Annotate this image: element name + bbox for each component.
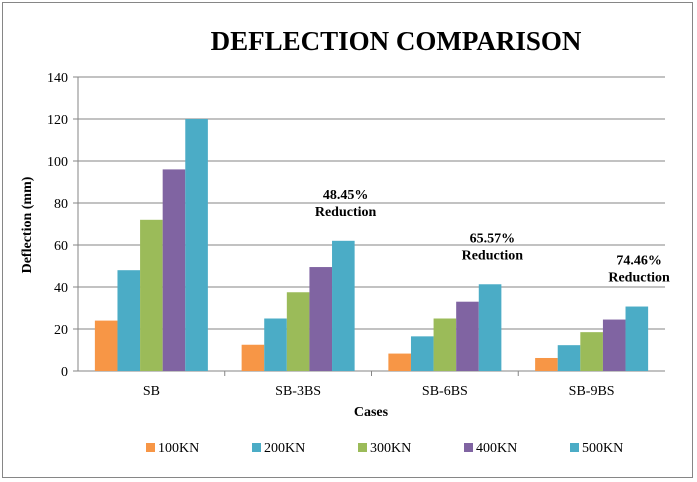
legend-label-400KN: 400KN — [476, 441, 517, 456]
annotation-percent-0: 48.45% — [323, 188, 369, 203]
bar-SB-3BS-400KN — [309, 267, 333, 371]
legend: 100KN 200KN 300KN 400KN 500KN — [146, 441, 623, 456]
x-tick-label-SB-3BS: SB-3BS — [275, 384, 321, 399]
bar-SB-6BS-300KN — [433, 318, 457, 371]
bar-SB-400KN — [162, 169, 186, 371]
y-tick-label-3: 60 — [54, 239, 68, 254]
y-tick-label-1: 20 — [54, 323, 68, 338]
annotation-label-0: Reduction — [315, 205, 377, 220]
legend-swatch-100KN — [146, 443, 155, 452]
legend-label-200KN: 200KN — [264, 441, 305, 456]
y-tick-label-5: 100 — [47, 155, 68, 170]
y-tick-label-2: 40 — [54, 281, 68, 296]
x-tick-label-SB: SB — [143, 384, 160, 399]
legend-label-300KN: 300KN — [370, 441, 411, 456]
legend-swatch-400KN — [464, 443, 473, 452]
annotation-label-1: Reduction — [462, 248, 524, 263]
annotation-label-2: Reduction — [608, 271, 670, 286]
bar-SB-9BS-400KN — [602, 319, 626, 371]
legend-swatch-300KN — [358, 443, 367, 452]
y-tick-labels: 0 20 40 60 80 100 120 140 — [47, 71, 68, 380]
y-tick-label-0: 0 — [61, 365, 68, 380]
bar-SB-9BS-100KN — [535, 357, 558, 371]
y-tick-label-4: 80 — [54, 197, 68, 212]
y-tick-label-7: 140 — [47, 71, 68, 86]
legend-label-500KN: 500KN — [582, 441, 623, 456]
bar-SB-6BS-100KN — [388, 353, 411, 371]
x-tick-labels: SB SB-3BS SB-6BS SB-9BS — [143, 384, 615, 399]
chart-title: DEFLECTION COMPARISON — [211, 26, 582, 56]
legend-label-100KN: 100KN — [158, 441, 199, 456]
bar-SB-3BS-300KN — [286, 292, 310, 371]
bar-SB-6BS-400KN — [456, 301, 479, 371]
bar-SB-300KN — [140, 219, 163, 371]
bar-SB-9BS-200KN — [557, 345, 581, 371]
y-tick-label-6: 120 — [47, 113, 68, 128]
x-axis-label: Cases — [354, 405, 389, 420]
bar-SB-200KN — [117, 270, 141, 371]
chart-frame — [2, 2, 693, 478]
bar-SB-9BS-500KN — [625, 306, 649, 371]
x-tick-label-SB-9BS: SB-9BS — [569, 384, 615, 399]
y-axis-label: Deflection (mm) — [20, 176, 35, 273]
bars — [94, 119, 649, 371]
bar-SB-100KN — [94, 320, 118, 371]
annotation-percent-2: 74.46% — [616, 254, 662, 269]
x-tick-label-SB-6BS: SB-6BS — [422, 384, 468, 399]
bar-SB-3BS-500KN — [332, 240, 355, 371]
bar-SB-500KN — [185, 119, 208, 371]
bar-SB-6BS-500KN — [478, 284, 502, 371]
legend-swatch-200KN — [252, 443, 261, 452]
bar-SB-3BS-100KN — [241, 344, 265, 371]
legend-swatch-500KN — [570, 443, 579, 452]
annotations: 48.45% Reduction 65.57% Reduction 74.46% Redu… — [315, 188, 670, 286]
annotation-percent-1: 65.57% — [470, 231, 516, 246]
bar-SB-9BS-300KN — [580, 332, 603, 371]
bar-SB-3BS-200KN — [264, 318, 287, 371]
bar-SB-6BS-200KN — [410, 336, 434, 371]
